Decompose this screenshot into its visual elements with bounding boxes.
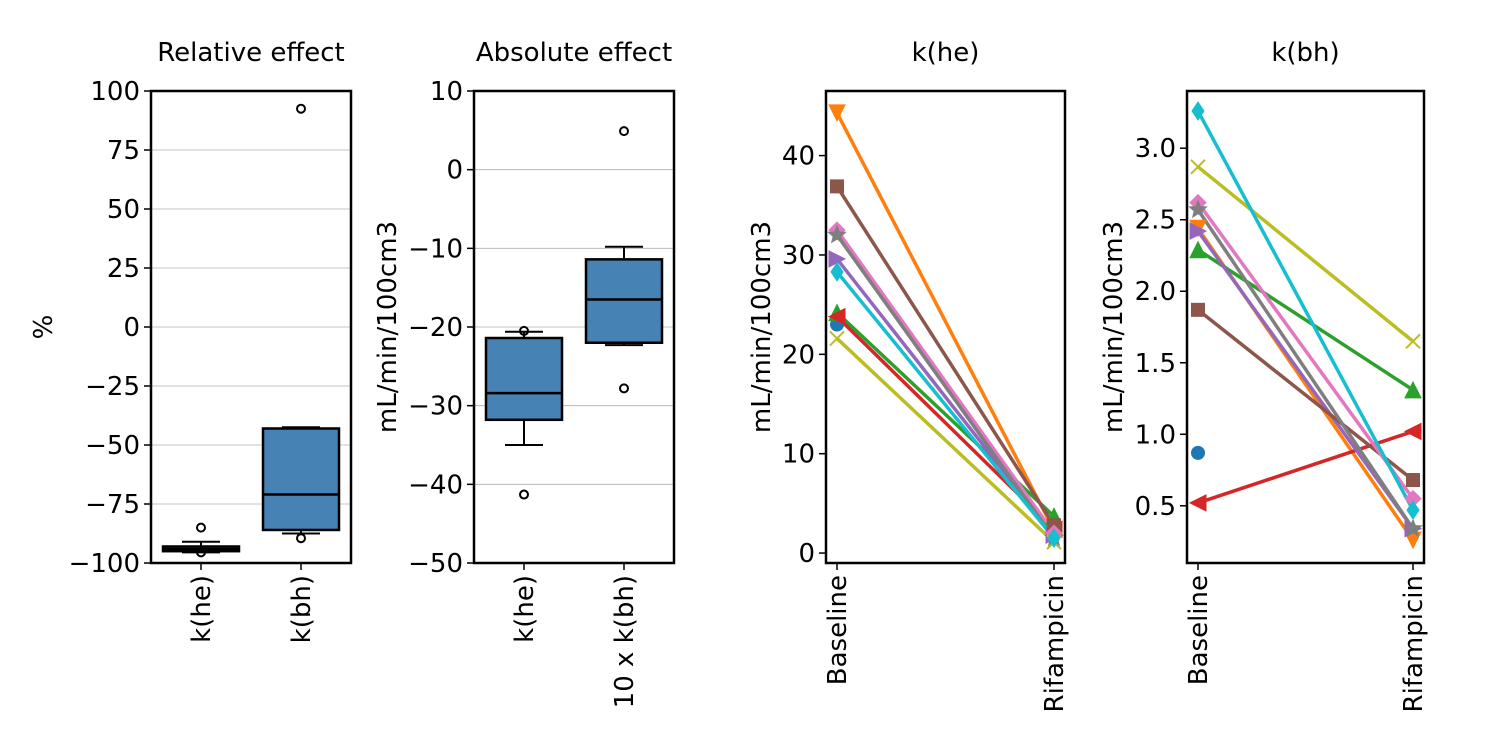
data-point	[829, 330, 845, 347]
series-line	[835, 185, 1056, 527]
data-point	[1404, 380, 1422, 399]
y-tick-label: 40	[782, 142, 815, 172]
chart-title: k(bh)	[1271, 38, 1339, 68]
data-point	[1403, 518, 1423, 538]
data-point	[828, 104, 846, 122]
y-tick-label: 30	[782, 241, 815, 271]
chart-title: k(he)	[912, 38, 980, 68]
data-point	[1191, 445, 1205, 460]
x-tick-label: Baseline	[1184, 575, 1214, 685]
series-line	[1196, 201, 1415, 500]
box-flier	[519, 325, 529, 336]
y-tick-label: −30	[408, 392, 463, 422]
data-point	[1191, 101, 1205, 121]
box-flier	[196, 522, 206, 533]
box	[484, 336, 564, 422]
plot-frame	[1185, 89, 1426, 565]
y-tick-label: 20	[782, 340, 815, 370]
data-point	[1190, 159, 1206, 175]
series-line	[1196, 208, 1415, 530]
y-tick-label: 0	[446, 156, 463, 186]
data-point	[827, 224, 847, 244]
y-tick-label: −75	[85, 490, 140, 520]
data-point	[1189, 240, 1207, 259]
series-line	[835, 229, 1056, 535]
data-point	[1191, 302, 1205, 317]
y-axis-label: mL/min/100cm3	[1099, 221, 1129, 433]
y-axis-label: mL/min/100cm3	[747, 221, 777, 433]
series-line	[1196, 165, 1415, 343]
box-flier	[519, 489, 529, 500]
y-tick-label: 2.5	[1135, 206, 1176, 236]
y-tick-label: 1.5	[1135, 349, 1176, 379]
y-tick-label: 10	[430, 77, 463, 107]
series-line	[835, 234, 1056, 540]
y-tick-label: 3.0	[1135, 134, 1176, 164]
box-flier	[619, 126, 629, 137]
box	[584, 258, 664, 344]
data-point	[1406, 500, 1420, 520]
chart-title: Relative effect	[157, 38, 345, 68]
x-tick-label: Baseline	[823, 575, 853, 685]
y-axis-label: %	[29, 315, 59, 340]
series-line	[1196, 110, 1415, 511]
y-tick-label: 0	[123, 313, 140, 343]
y-tick-label: 2.0	[1135, 277, 1176, 307]
series-line	[835, 337, 1056, 544]
x-tick-label: k(he)	[510, 575, 540, 643]
y-tick-label: 0	[798, 539, 815, 569]
plot-frame	[472, 89, 676, 565]
x-tick-label: k(bh)	[287, 575, 317, 643]
y-tick-label: −10	[408, 234, 463, 264]
y-tick-label: 0.5	[1135, 492, 1176, 522]
y-tick-label: 75	[107, 136, 140, 166]
data-point	[1403, 422, 1422, 441]
chart-title: Absolute effect	[476, 38, 672, 68]
box-flier	[296, 533, 306, 544]
data-point	[830, 179, 844, 194]
data-point	[1406, 473, 1420, 488]
series-line	[1196, 230, 1415, 530]
data-point	[1405, 333, 1421, 350]
x-tick-label: Rifampicin	[1399, 575, 1429, 712]
series-line	[835, 112, 1056, 532]
data-point	[830, 261, 844, 282]
series-line	[835, 270, 1056, 540]
y-tick-label: −20	[408, 313, 463, 343]
series-line	[1197, 248, 1414, 392]
box-flier	[296, 103, 306, 114]
box	[261, 427, 341, 532]
data-point	[1188, 199, 1208, 219]
y-tick-label: −25	[85, 372, 140, 402]
y-tick-label: 1.0	[1135, 420, 1176, 450]
x-tick-label: Rifampicin	[1040, 575, 1070, 712]
y-tick-label: −40	[408, 470, 463, 500]
x-tick-label: k(he)	[187, 575, 217, 643]
data-point	[1047, 528, 1061, 549]
x-tick-label: 10 x k(bh)	[610, 575, 640, 708]
y-tick-label: 10	[782, 440, 815, 470]
y-tick-label: −50	[408, 549, 463, 579]
data-point	[1188, 494, 1207, 512]
plot-frame	[149, 89, 353, 565]
y-axis-label: mL/min/100cm3	[373, 221, 403, 433]
y-tick-label: −50	[85, 431, 140, 461]
y-tick-label: 100	[90, 77, 140, 107]
data-point	[827, 307, 846, 326]
box-flier	[196, 547, 206, 558]
data-point	[1189, 222, 1208, 240]
y-tick-label: 25	[107, 254, 140, 284]
box-flier	[619, 383, 629, 394]
plot-frame	[824, 89, 1067, 565]
y-tick-label: 50	[107, 195, 140, 225]
y-tick-label: −100	[69, 549, 140, 579]
